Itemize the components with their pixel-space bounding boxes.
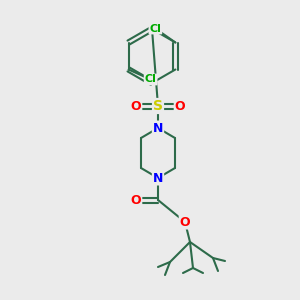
- Text: N: N: [153, 122, 163, 134]
- Text: O: O: [175, 100, 185, 112]
- Text: O: O: [131, 194, 141, 206]
- Text: N: N: [153, 172, 163, 184]
- Text: Cl: Cl: [149, 23, 161, 34]
- Text: O: O: [131, 100, 141, 112]
- Text: S: S: [153, 99, 163, 113]
- Text: O: O: [180, 215, 190, 229]
- Text: Cl: Cl: [145, 74, 157, 85]
